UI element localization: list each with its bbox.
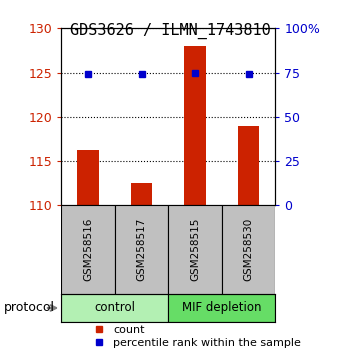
Text: MIF depletion: MIF depletion	[182, 302, 261, 314]
Text: control: control	[94, 302, 135, 314]
FancyBboxPatch shape	[168, 294, 275, 322]
Text: GSM258517: GSM258517	[137, 218, 147, 281]
Text: GSM258516: GSM258516	[83, 218, 93, 281]
Legend: count, percentile rank within the sample: count, percentile rank within the sample	[93, 325, 301, 348]
Text: GSM258530: GSM258530	[244, 218, 254, 281]
FancyBboxPatch shape	[168, 205, 222, 294]
FancyBboxPatch shape	[222, 205, 275, 294]
Bar	[131, 183, 152, 205]
Text: GDS3626 / ILMN_1743810: GDS3626 / ILMN_1743810	[70, 23, 270, 39]
FancyBboxPatch shape	[115, 205, 168, 294]
Bar	[238, 126, 259, 205]
FancyBboxPatch shape	[61, 205, 115, 294]
Text: protocol: protocol	[3, 302, 54, 314]
Bar	[77, 150, 99, 205]
Text: GSM258515: GSM258515	[190, 218, 200, 281]
Bar	[184, 46, 206, 205]
FancyBboxPatch shape	[61, 294, 168, 322]
